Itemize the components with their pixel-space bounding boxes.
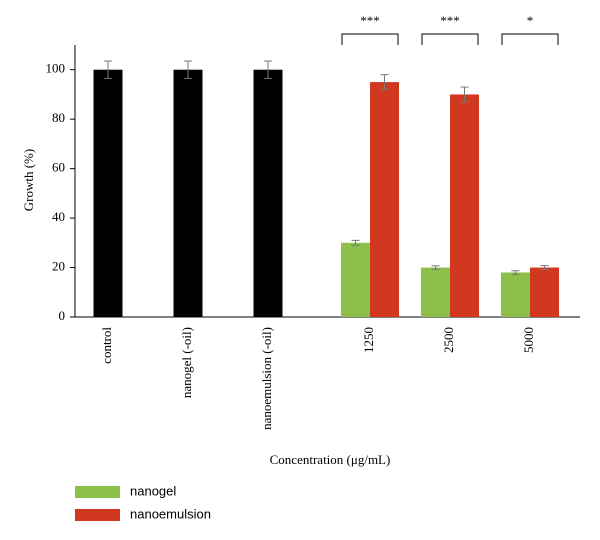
error-bar xyxy=(351,239,360,246)
significance-bracket xyxy=(341,33,399,45)
error-bar xyxy=(184,60,192,79)
bar xyxy=(450,94,479,317)
bar xyxy=(370,82,399,317)
legend-label: nanogel xyxy=(130,483,176,498)
y-axis-label: Growth (%) xyxy=(21,149,36,211)
significance-label: * xyxy=(527,13,534,28)
bar xyxy=(530,267,559,317)
bar xyxy=(93,69,123,318)
bar xyxy=(421,267,450,317)
y-tick-label: 20 xyxy=(52,259,65,274)
legend-swatch xyxy=(75,509,120,521)
legend-swatch xyxy=(75,486,120,498)
error-bar xyxy=(540,265,549,271)
x-tick-label: 1250 xyxy=(361,327,376,353)
error-bar xyxy=(264,60,272,79)
error-bar xyxy=(380,74,389,91)
bar xyxy=(173,69,203,318)
x-tick-label: nanoemulsion (-oil) xyxy=(259,327,274,430)
error-bar xyxy=(104,60,112,79)
x-tick-label: 5000 xyxy=(521,327,536,353)
significance-bracket xyxy=(421,33,479,45)
error-bar xyxy=(460,86,469,103)
error-bar xyxy=(431,265,440,270)
legend-label: nanoemulsion xyxy=(130,506,211,521)
error-bar xyxy=(511,270,520,275)
bar xyxy=(253,69,283,318)
x-tick-label: nanogel (-oil) xyxy=(179,327,194,398)
x-tick-label: 2500 xyxy=(441,327,456,353)
y-tick-label: 60 xyxy=(52,160,65,175)
y-tick-label: 0 xyxy=(59,308,66,323)
y-tick-label: 100 xyxy=(46,61,66,76)
significance-label: *** xyxy=(360,13,380,28)
bar xyxy=(341,242,370,317)
bar xyxy=(501,272,530,317)
y-tick-label: 40 xyxy=(52,209,65,224)
significance-label: *** xyxy=(440,13,460,28)
y-tick-label: 80 xyxy=(52,110,65,125)
x-axis-label: Concentration (μg/mL) xyxy=(270,452,391,467)
significance-bracket xyxy=(501,33,559,45)
x-tick-label: control xyxy=(99,327,114,364)
